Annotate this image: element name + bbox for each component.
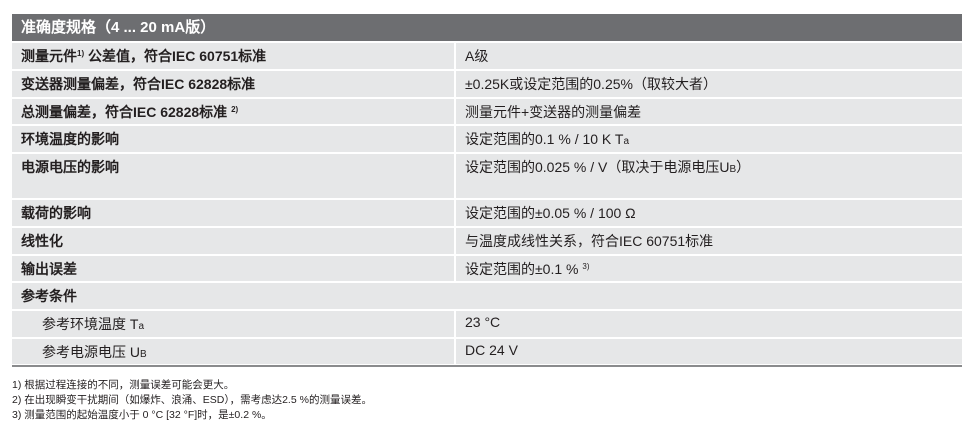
footnote: 3) 测量范围的起始温度小于 0 °C [32 °F]时，是±0.2 %。 [12, 409, 272, 421]
table-row: 参考电源电压 UB DC 24 V [12, 339, 962, 364]
table-row: 参考环境温度 Ta 23 °C [12, 311, 962, 337]
row-value: 设定范围的±0.05 % / 100 Ω [456, 200, 962, 226]
row-value: A级 [456, 43, 962, 69]
table-row: 载荷的影响 设定范围的±0.05 % / 100 Ω [12, 200, 962, 226]
table-row: 电源电压的影响 设定范围的0.025 % / V（取决于电源电压UB） [12, 154, 962, 198]
row-value: 设定范围的0.1 % / 10 K Ta [456, 126, 962, 152]
row-value: 设定范围的0.025 % / V（取决于电源电压UB） [456, 154, 962, 198]
row-label: 线性化 [12, 228, 454, 254]
table-bottom-rule [12, 365, 962, 367]
table-row: 总测量偏差，符合IEC 62828标准 2) 测量元件+变送器的测量偏差 [12, 99, 962, 124]
row-value: 测量元件+变送器的测量偏差 [456, 99, 962, 124]
row-label: 参考电源电压 UB [12, 339, 454, 364]
row-label: 总测量偏差，符合IEC 62828标准 2) [12, 99, 454, 124]
row-value: 设定范围的±0.1 % 3) [456, 256, 962, 281]
table-row: 输出误差 设定范围的±0.1 % 3) [12, 256, 962, 281]
table-row: 环境温度的影响 设定范围的0.1 % / 10 K Ta [12, 126, 962, 152]
row-value: 23 °C [456, 311, 962, 337]
table-row: 测量元件1) 公差值，符合IEC 60751标准 A级 [12, 43, 962, 69]
row-label: 变送器测量偏差，符合IEC 62828标准 [12, 71, 454, 97]
table-row: 变送器测量偏差，符合IEC 62828标准 ±0.25K或设定范围的0.25%（… [12, 71, 962, 97]
row-label: 载荷的影响 [12, 200, 454, 226]
row-value: 与温度成线性关系，符合IEC 60751标准 [456, 228, 962, 254]
accuracy-spec-table: 准确度规格（4 ... 20 mA版） 测量元件1) 公差值，符合IEC 607… [12, 14, 962, 367]
footnote: 2) 在出现瞬变干扰期间（如爆炸、浪涌、ESD），需考虑达2.5 %的测量误差。 [12, 394, 372, 406]
row-label: 参考环境温度 Ta [12, 311, 454, 337]
row-value: ±0.25K或设定范围的0.25%（取较大者） [456, 71, 962, 97]
row-value: DC 24 V [456, 339, 962, 364]
table-title: 准确度规格（4 ... 20 mA版） [12, 14, 962, 41]
row-label: 电源电压的影响 [12, 154, 454, 198]
row-label: 测量元件1) 公差值，符合IEC 60751标准 [12, 43, 454, 69]
row-label: 环境温度的影响 [12, 126, 454, 152]
section-label: 参考条件 [12, 283, 962, 309]
footnote: 1) 根据过程连接的不同，测量误差可能会更大。 [12, 379, 235, 391]
table-row: 线性化 与温度成线性关系，符合IEC 60751标准 [12, 228, 962, 254]
row-label: 输出误差 [12, 256, 454, 281]
table-section-row: 参考条件 [12, 283, 962, 309]
